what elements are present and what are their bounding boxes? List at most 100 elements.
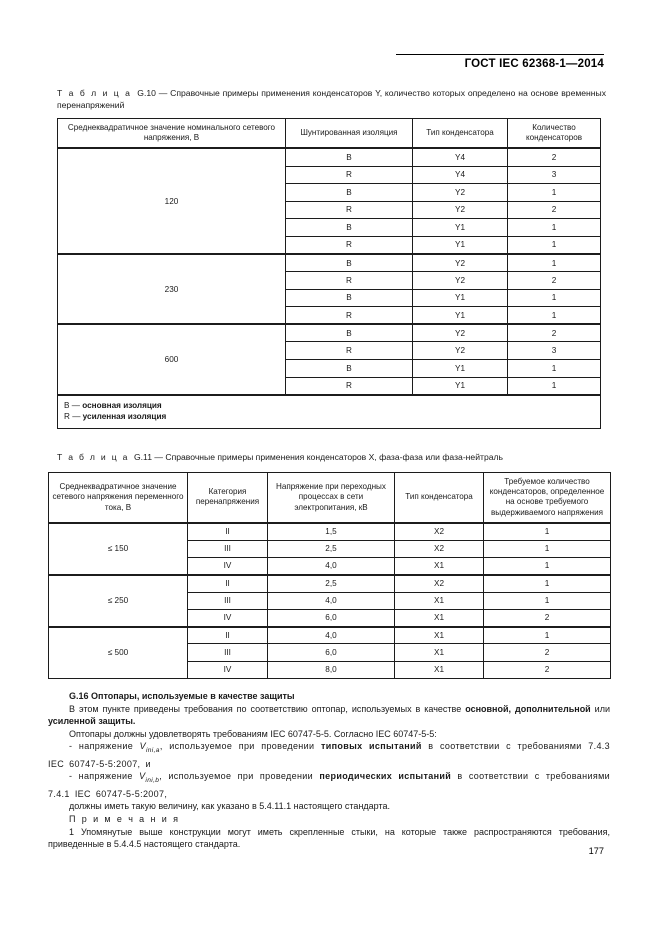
table-row: R Y4 3 <box>58 165 601 185</box>
table-cell-category: II <box>187 573 268 593</box>
table-row: B Y1 1 <box>58 218 601 237</box>
table-cell-insulation: R <box>285 165 413 185</box>
table-row: R Y2 3 <box>58 341 601 361</box>
bullet-2-part-b: , используемое при проведении <box>159 771 320 782</box>
table-cell-quantity: 1 <box>483 573 611 593</box>
bullet-1-part-c: в соответствии с требованиями 7.4.3 IEC … <box>48 741 610 769</box>
table-cell-insulation: R <box>285 376 413 396</box>
table-cell-type: X2 <box>394 539 484 558</box>
table-cell-insulation: R <box>285 271 413 290</box>
table-g10-group-voltage: 600 <box>57 323 286 396</box>
paragraph-1-emphasis-1: основной, дополнительной <box>465 703 591 714</box>
table-cell-type: X2 <box>394 573 484 593</box>
table-g10-body: 120 B Y4 2 R Y4 3 B Y2 1 R Y2 <box>57 147 601 429</box>
table-cell-insulation: B <box>285 183 413 202</box>
notes-label: П р и м е ч а н и я <box>69 813 180 824</box>
table-g10-wrapper: Среднеквадратичное значение номинального… <box>57 118 601 429</box>
footnote-key-r: R <box>64 412 70 422</box>
table-g10-caption-label: Т а б л и ц а <box>57 88 132 98</box>
table-cell-quantity: 1 <box>483 591 611 610</box>
table-cell-type: Y2 <box>412 200 508 220</box>
table-cell-quantity: 1 <box>483 521 611 541</box>
table-cell-transient-voltage: 6,0 <box>267 608 395 628</box>
table-cell-transient-voltage: 6,0 <box>267 643 395 662</box>
table-cell-type: X1 <box>394 660 484 679</box>
table-cell-insulation: R <box>285 306 413 325</box>
table-cell-type: Y2 <box>412 252 508 273</box>
table-g10: Среднеквадратичное значение номинального… <box>57 118 601 429</box>
table-g11-col-header-quantity: Требуемое количество конденсаторов, опре… <box>483 471 611 524</box>
table-g10-footnotes: B — основная изоляция R — усиленная изол… <box>57 393 601 429</box>
table-cell-quantity: 2 <box>507 323 601 343</box>
table-cell-category: IV <box>187 556 268 576</box>
section-g16: G.16 Оптопары, используемые в качестве з… <box>48 690 610 851</box>
bullet-2-part-a: - напряжение <box>69 771 140 782</box>
table-row: R Y2 2 <box>58 271 601 290</box>
table-row: ≤ 150 II 1,5 X2 1 <box>48 521 611 576</box>
table-row: R Y2 2 <box>58 200 601 220</box>
table-g10-col-header-type: Тип конденсатора <box>412 118 508 149</box>
table-cell-quantity: 1 <box>507 288 601 308</box>
table-cell-transient-voltage: 4,0 <box>267 625 395 645</box>
table-row: 120 B Y4 2 <box>57 147 601 255</box>
table-cell-quantity: 1 <box>507 235 601 255</box>
table-cell-category: IV <box>187 660 268 679</box>
table-row: R Y1 1 <box>58 306 601 325</box>
table-cell-type: Y2 <box>412 323 508 343</box>
table-cell-type: Y2 <box>412 341 508 361</box>
paragraph-1-part-c: или <box>590 703 610 714</box>
section-g16-heading: G.16 Оптопары, используемые в качестве з… <box>69 691 295 701</box>
table-row: 600 B Y2 2 <box>57 323 601 396</box>
section-g16-paragraph-2: Оптопары должны удовлетворять требования… <box>69 728 437 739</box>
table-g10-head: Среднеквадратичное значение номинального… <box>57 118 601 149</box>
table-g10-group-voltage: 120 <box>57 147 286 255</box>
table-row: B Y2 1 <box>58 183 601 202</box>
table-g10-header-row: Среднеквадратичное значение номинального… <box>57 118 601 149</box>
table-g10-caption-number: G.10 <box>137 88 156 98</box>
table-cell-category: II <box>187 625 268 645</box>
table-g10-caption: Т а б л и ц а G.10 — Справочные примеры … <box>57 88 606 111</box>
bullet-1-variable-subscript: ini,a <box>145 747 160 755</box>
footnote-key-b: B <box>64 400 70 410</box>
note-1: 1 Упомянутые выше конструкции могут имет… <box>48 826 610 850</box>
page-number: 177 <box>588 846 604 856</box>
table-cell-category: III <box>187 539 268 558</box>
table-row: ≤ 250 II 2,5 X2 1 <box>48 573 611 628</box>
table-row: IV 8,0 X1 2 <box>49 660 611 679</box>
table-cell-transient-voltage: 4,0 <box>267 591 395 610</box>
table-cell-quantity: 2 <box>507 200 601 220</box>
table-cell-type: Y4 <box>412 165 508 185</box>
table-row: III 2,5 X2 1 <box>49 539 611 558</box>
table-cell-quantity: 3 <box>507 165 601 185</box>
table-g10-footnote-row: B — основная изоляция R — усиленная изол… <box>57 393 601 429</box>
bullet-1-variable: Vini,a <box>139 741 160 755</box>
table-g11-group-voltage: ≤ 250 <box>48 573 188 628</box>
table-cell-type: Y4 <box>412 147 508 167</box>
table-g11-header-row: Среднеквадратичное значение сетевого нап… <box>48 471 611 524</box>
table-g11-col-header-type: Тип конденсатора <box>394 471 484 524</box>
table-cell-type: Y1 <box>412 235 508 255</box>
table-row: ≤ 500 II 4,0 X1 1 <box>48 625 611 679</box>
table-row: III 4,0 X1 1 <box>49 591 611 610</box>
table-g11-body: ≤ 150 II 1,5 X2 1 III 2,5 X2 1 IV 4,0 X1… <box>48 521 611 679</box>
table-cell-insulation: B <box>285 147 413 167</box>
table-cell-insulation: B <box>285 218 413 237</box>
table-cell-transient-voltage: 1,5 <box>267 521 395 541</box>
table-g11-col-header-voltage: Среднеквадратичное значение сетевого нап… <box>48 471 188 524</box>
bullet-1-variable-symbol: V <box>139 741 146 752</box>
table-cell-type: Y1 <box>412 288 508 308</box>
table-cell-insulation: B <box>285 323 413 343</box>
bullet-2-variable: Vini,b <box>139 771 160 785</box>
table-cell-quantity: 3 <box>507 341 601 361</box>
table-g10-col-header-insulation: Шунтированная изоляция <box>285 118 413 149</box>
bullet-1-part-b: , используемое при проведении <box>159 741 321 752</box>
section-g16-bullet-1: - напряжение Vini,a, используемое при пр… <box>48 740 610 770</box>
table-g10-col-header-quantity: Количество конденсаторов <box>507 118 601 149</box>
table-cell-insulation: B <box>285 288 413 308</box>
table-cell-type: X2 <box>394 521 484 541</box>
bullet-2-variable-subscript: ini,b <box>145 777 160 785</box>
table-cell-quantity: 2 <box>483 608 611 628</box>
bullet-1-emphasis: типовых испытаний <box>320 741 422 752</box>
table-cell-insulation: R <box>285 235 413 255</box>
